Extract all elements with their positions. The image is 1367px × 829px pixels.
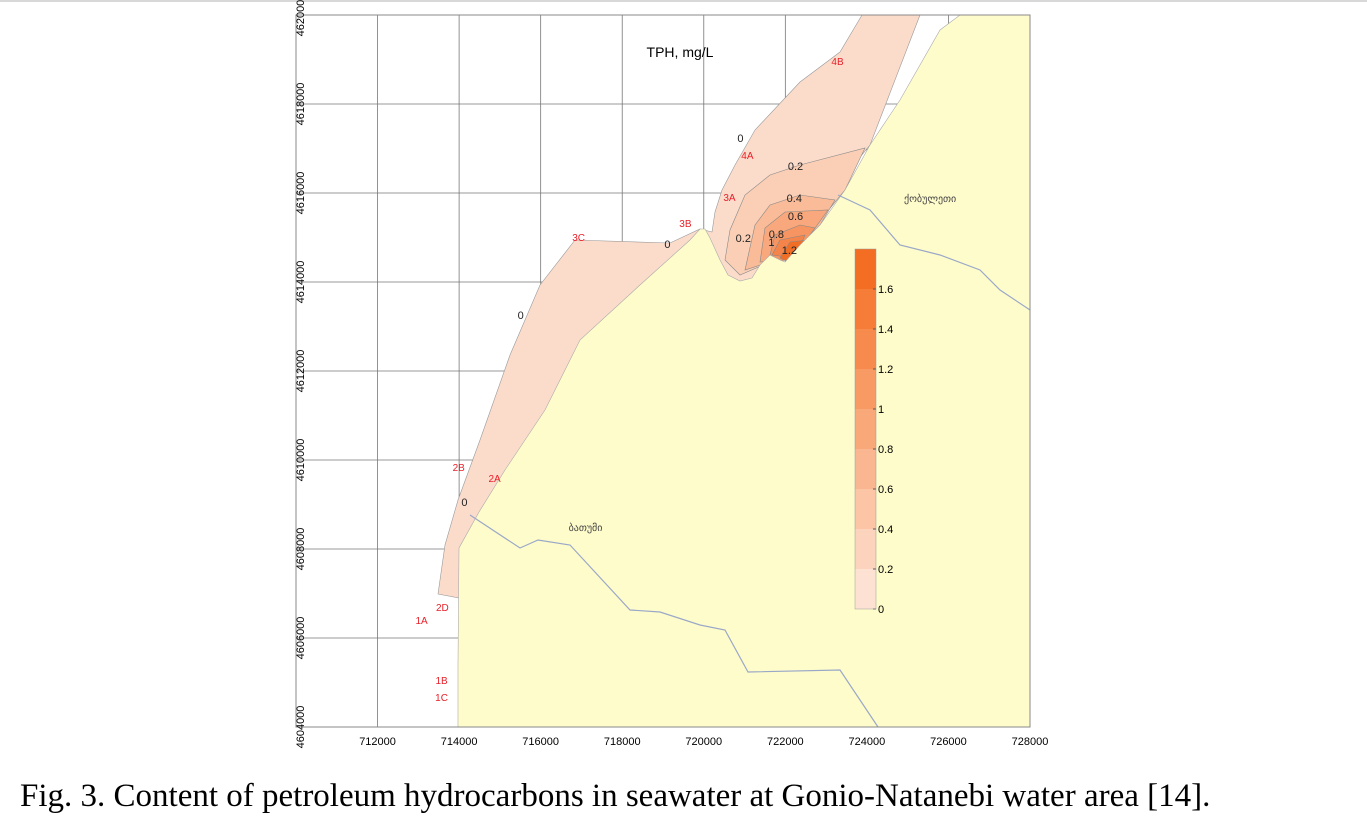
y-tick-label: 4620000: [295, 0, 307, 36]
x-tick-label: 714000: [441, 736, 478, 748]
colorbar-segment: [855, 409, 876, 449]
contour-label: 0.6: [788, 211, 803, 223]
station-label: 1B: [435, 676, 448, 687]
station-label: 3C: [572, 233, 585, 244]
station-label: 1C: [435, 693, 448, 704]
y-tick-label: 4612000: [295, 350, 307, 393]
colorbar-tick-label: 0.4: [878, 524, 893, 536]
contour-label: 0: [664, 239, 670, 251]
y-tick-label: 4606000: [295, 617, 307, 660]
station-label: 3B: [679, 219, 692, 230]
contour-label: 1.2: [782, 245, 797, 257]
colorbar-tick-label: 0.2: [878, 564, 893, 576]
colorbar-tick-label: 0.8: [878, 444, 893, 456]
x-tick-label: 716000: [522, 736, 559, 748]
place-label: ქობულეთი: [904, 193, 956, 205]
y-tick-label: 4618000: [295, 83, 307, 126]
colorbar-segment: [855, 329, 876, 369]
station-label: 3A: [723, 193, 736, 204]
station-label: 2A: [488, 474, 501, 485]
x-tick-label: 726000: [930, 736, 967, 748]
y-tick-label: 4604000: [295, 706, 307, 749]
colorbar-tick-label: 0.6: [878, 484, 893, 496]
colorbar-segment: [855, 569, 876, 609]
y-tick-label: 4608000: [295, 528, 307, 571]
boundary-line: [837, 194, 1031, 311]
plot-frame: [295, 14, 1031, 728]
colorbar-segment: [855, 529, 876, 569]
colorbar-segment: [855, 449, 876, 489]
colorbar-segment: [855, 249, 876, 289]
y-tick-label: 4616000: [295, 172, 307, 215]
colorbar-tick-label: 1.6: [878, 284, 893, 296]
colorbar-segment: [855, 369, 876, 409]
boundary-line: [469, 514, 879, 728]
contour-label: 0.2: [788, 161, 803, 173]
x-tick-label: 718000: [604, 736, 641, 748]
figure: TPH, mg/L 712000 714000 716000 718000 720000…: [0, 0, 1367, 749]
place-label: ბათუმი: [569, 522, 603, 534]
colorbar-segment: [855, 289, 876, 329]
station-label: 2D: [436, 603, 449, 614]
x-tick-label: 722000: [767, 736, 804, 748]
figure-caption: Fig. 3. Content of petroleum hydrocarbon…: [20, 778, 1211, 814]
contour-label: 0.4: [787, 193, 802, 205]
colorbar-segment: [855, 489, 876, 529]
contour-label: 0.8: [769, 229, 784, 241]
x-tick-label: 728000: [1012, 736, 1049, 748]
top-border: [0, 0, 1367, 2]
x-tick-label: 724000: [849, 736, 886, 748]
map-title: TPH, mg/L: [647, 44, 714, 60]
y-tick-label: 4614000: [295, 261, 307, 304]
y-tick-label: 4610000: [295, 439, 307, 482]
station-label: 1A: [415, 616, 428, 627]
x-tick-label: 720000: [685, 736, 722, 748]
x-tick-label: 712000: [359, 736, 396, 748]
land: [457, 14, 1031, 728]
contour-label: 0: [461, 497, 467, 509]
map-layers: [437, 14, 1031, 728]
contour-label: 0.2: [736, 233, 751, 245]
colorbar-frame: [854, 248, 877, 610]
colorbar-tick-label: 1.2: [878, 364, 893, 376]
contour-label: 0: [518, 310, 524, 322]
colorbar-tick-label: 1: [878, 404, 884, 416]
station-label: 4B: [831, 57, 844, 68]
contour-label: 1: [768, 237, 774, 249]
colorbar-tick-label: 1.4: [878, 324, 893, 336]
colorbar-tick-label: 0: [878, 604, 884, 616]
station-label: 2B: [453, 463, 466, 474]
station-label: 4A: [741, 151, 754, 162]
contour-label: 0: [737, 133, 743, 145]
